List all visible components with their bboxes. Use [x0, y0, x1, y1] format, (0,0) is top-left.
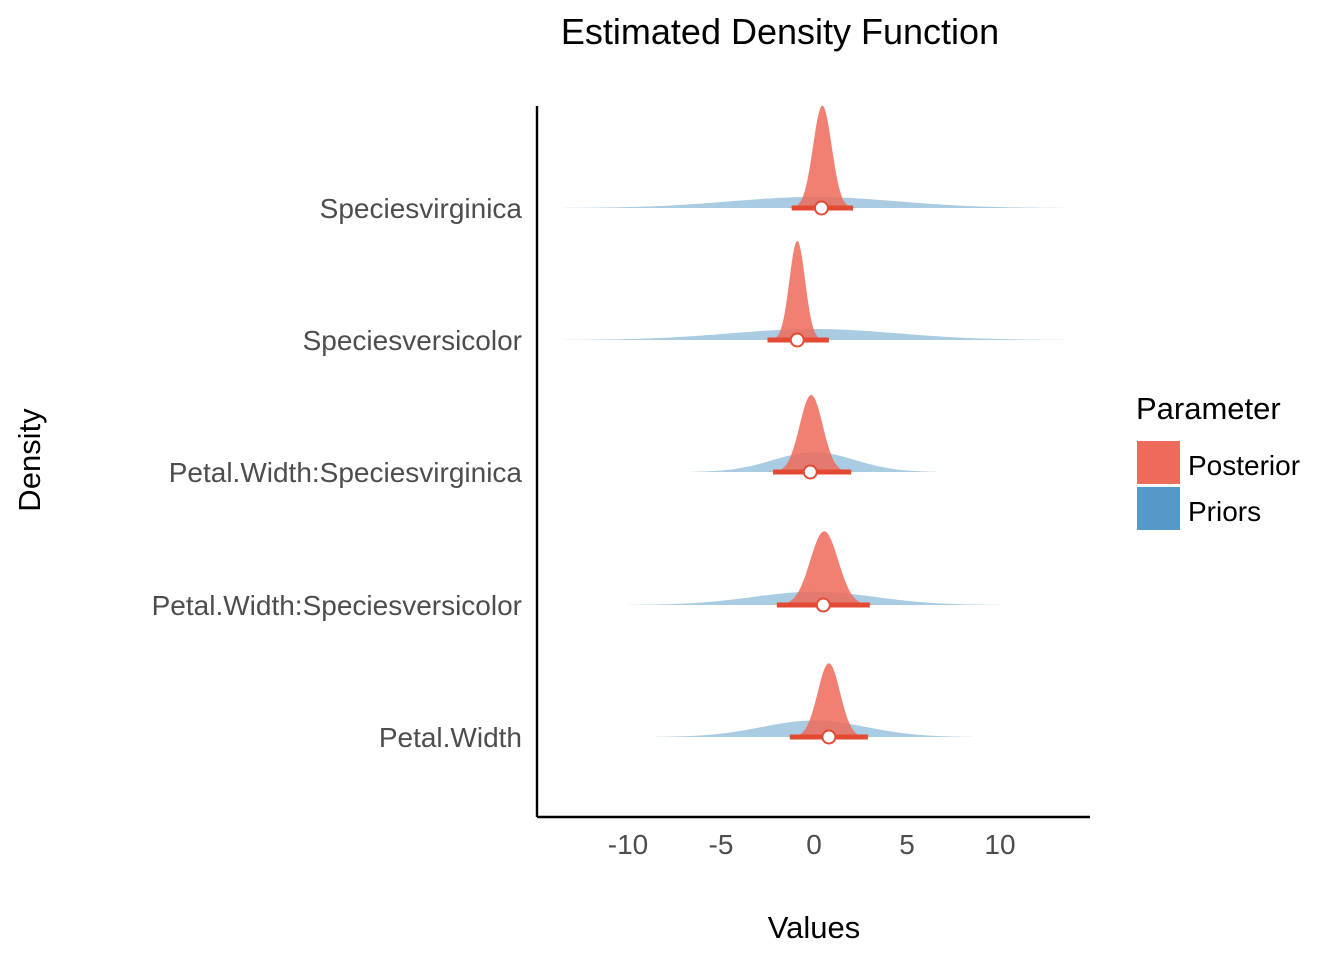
- legend-title: Parameter: [1136, 391, 1281, 426]
- posterior-density-speciesvirginica: [785, 105, 860, 208]
- posterior-point-petal-width: [821, 729, 837, 745]
- x-tick-labels: -10 -5 0 5 10: [608, 829, 1016, 860]
- legend-label-priors: Priors: [1188, 496, 1261, 527]
- legend-label-posterior: Posterior: [1188, 450, 1300, 481]
- x-tick-label-3: 5: [899, 829, 915, 860]
- y-tick-label-petal-width-speciesversicolor: Petal.Width:Speciesversicolor: [152, 590, 522, 621]
- posterior-point-speciesvirginica: [813, 200, 829, 216]
- posterior-point-petal-width-speciesversicolor: [815, 597, 831, 613]
- posterior-density-petal-width-speciesvirginica: [765, 395, 858, 472]
- y-tick-label-petal-width: Petal.Width: [379, 722, 522, 753]
- y-tick-label-speciesversicolor: Speciesversicolor: [303, 325, 522, 356]
- legend: Parameter Posterior Priors: [1136, 391, 1300, 530]
- legend-swatch-priors: [1137, 487, 1180, 530]
- y-tick-label-speciesvirginica: Speciesvirginica: [320, 193, 523, 224]
- x-tick-label-2: 0: [806, 829, 822, 860]
- posterior-point-petal-width-speciesvirginica: [802, 464, 818, 480]
- x-axis-title: Values: [768, 910, 861, 945]
- y-tick-labels: Speciesvirginica Speciesversicolor Petal.W…: [152, 193, 523, 753]
- posterior-density-petal-width-speciesversicolor: [768, 531, 881, 605]
- posterior-density-speciesversicolor: [766, 241, 829, 340]
- x-tick-label-1: -5: [709, 829, 734, 860]
- y-tick-label-petal-width-speciesvirginica: Petal.Width:Speciesvirginica: [169, 457, 523, 488]
- plot-area: [562, 105, 1066, 745]
- legend-swatch-posterior: [1137, 441, 1180, 484]
- posterior-density-petal-width: [784, 663, 874, 737]
- interval-layer: [767, 200, 870, 745]
- y-axis-title: Density: [12, 408, 47, 512]
- x-tick-label-4: 10: [984, 829, 1015, 860]
- chart-title: Estimated Density Function: [561, 11, 999, 52]
- posterior-point-speciesversicolor: [789, 332, 805, 348]
- posterior-layer: [765, 105, 881, 737]
- x-tick-label-0: -10: [608, 829, 648, 860]
